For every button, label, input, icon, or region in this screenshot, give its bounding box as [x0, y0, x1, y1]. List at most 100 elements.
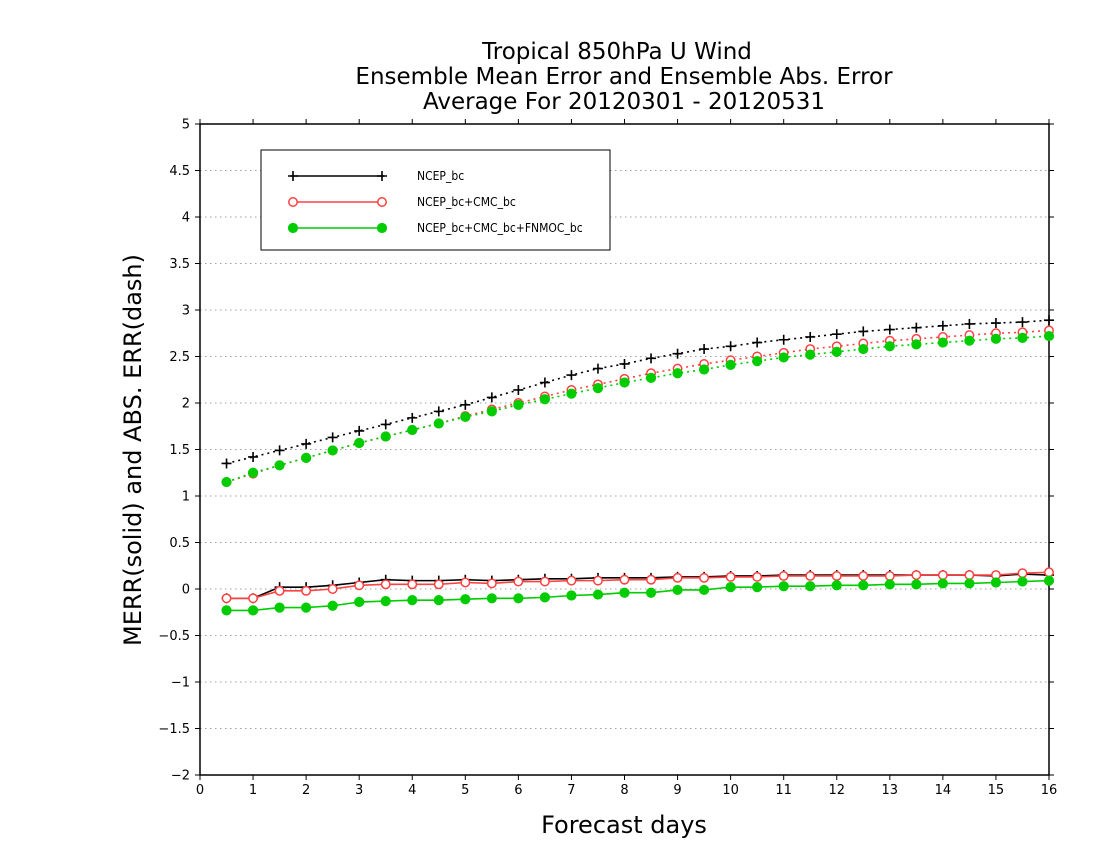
legend: NCEP_bc NCEP_bc+CMC_bc NCEP_bc+CMC_bc+FNMO… — [260, 149, 611, 251]
merr-point — [248, 593, 259, 604]
x-tick-label: 14 — [935, 783, 952, 798]
abs-err-point — [672, 368, 683, 379]
merr-point — [539, 592, 551, 603]
abs-err-point — [911, 339, 922, 350]
abs-err-point — [937, 337, 948, 348]
abs-err-line — [226, 335, 1050, 483]
abs-err-point — [937, 320, 948, 331]
legend-marker — [377, 197, 387, 207]
x-tick-label: 7 — [567, 783, 575, 798]
merr-point — [619, 587, 630, 598]
x-tick-label: 1 — [249, 783, 257, 798]
legend-box — [260, 149, 611, 251]
y-tick-label: 3.5 — [169, 257, 190, 272]
merr-point — [486, 593, 497, 604]
series-group — [221, 315, 1055, 616]
abs-err-point — [592, 383, 604, 394]
x-axis: 0 1 2 3 4 5 6 7 8 9 10 11 12 13 14 15 16 — [196, 119, 1057, 798]
abs-err-point — [831, 346, 842, 357]
abs-err-point — [1044, 315, 1054, 326]
merr-line — [226, 571, 1050, 600]
y-tick-label: 0.5 — [169, 536, 190, 551]
merr-point — [247, 605, 259, 616]
merr-point — [778, 571, 789, 581]
abs-err-point — [619, 377, 630, 388]
merr-point — [433, 579, 444, 590]
merr-point — [752, 582, 763, 593]
merr-point — [380, 595, 391, 607]
y-tick-label: 5 — [182, 118, 190, 133]
legend-marker — [377, 171, 387, 181]
abs-err-point — [566, 388, 577, 399]
merr-point — [858, 571, 869, 581]
abs-err-point — [513, 384, 524, 395]
abs-err-point — [486, 392, 497, 403]
y-axis-title: MERR(solid) and ABS. ERR(dash) — [119, 254, 147, 646]
abs-err-point — [645, 372, 657, 383]
abs-err-point — [646, 353, 657, 364]
merr-point — [619, 574, 630, 585]
legend-marker — [288, 197, 298, 207]
title-line-1: Tropical 850hPa U Wind — [481, 39, 752, 65]
merr-point — [460, 594, 471, 605]
x-tick-label: 6 — [514, 783, 522, 798]
abs-err-point — [911, 322, 922, 333]
abs-err-point — [858, 326, 869, 337]
abs-err-point — [274, 460, 285, 471]
y-tick-label: −1 — [171, 676, 190, 691]
merr-point — [1017, 576, 1028, 587]
abs-err-point — [698, 364, 710, 375]
abs-err-point — [805, 331, 816, 342]
y-tick-label: 4.5 — [169, 164, 190, 179]
merr-point — [407, 579, 418, 590]
merr-point — [221, 593, 232, 604]
merr-point — [752, 571, 763, 582]
merr-point — [301, 602, 312, 613]
abs-err-point — [274, 445, 285, 456]
abs-err-point — [539, 377, 550, 388]
merr-point — [990, 577, 1002, 588]
y-tick-label: −0.5 — [158, 629, 190, 644]
abs-err-line — [226, 329, 1050, 483]
abs-err-point — [539, 394, 551, 405]
abs-err-point — [1043, 330, 1055, 342]
abs-err-point — [964, 318, 975, 329]
y-tick-label: 3 — [182, 304, 190, 319]
x-tick-label: 3 — [355, 783, 363, 798]
y-tick-label: 0 — [182, 583, 190, 598]
abs-err-point — [247, 467, 259, 478]
merr-point — [274, 585, 285, 596]
merr-point — [884, 579, 895, 590]
merr-point — [646, 574, 656, 585]
abs-err-point — [778, 352, 789, 363]
abs-err-point — [619, 358, 630, 369]
x-tick-label: 11 — [775, 783, 792, 798]
abs-err-point — [327, 445, 338, 456]
x-tick-label: 0 — [196, 783, 204, 798]
x-tick-label: 10 — [722, 783, 739, 798]
abs-err-point — [805, 349, 816, 360]
legend-marker — [376, 222, 388, 234]
merr-point — [513, 576, 524, 587]
abs-err-point — [884, 341, 895, 352]
abs-err-point — [301, 452, 312, 463]
abs-err-point — [248, 451, 259, 462]
y-tick-label: 2.5 — [169, 350, 190, 365]
abs-err-point — [990, 333, 1002, 344]
x-tick-label: 9 — [673, 783, 681, 798]
abs-err-point — [380, 431, 391, 442]
legend-label: NCEP_bc — [417, 169, 464, 183]
merr-point — [407, 595, 418, 606]
merr-point — [1044, 567, 1054, 578]
merr-point — [460, 577, 471, 588]
abs-err-point — [699, 344, 710, 355]
merr-point — [884, 571, 895, 581]
merr-point — [1043, 575, 1055, 586]
merr-point — [831, 571, 842, 581]
abs-err-point — [354, 437, 365, 449]
title-line-3: Average For 20120301 - 20120531 — [423, 89, 825, 115]
abs-err-point — [990, 318, 1001, 329]
merr-point — [327, 584, 338, 594]
series-NCEP_bc+CMC_bc — [221, 325, 1054, 604]
